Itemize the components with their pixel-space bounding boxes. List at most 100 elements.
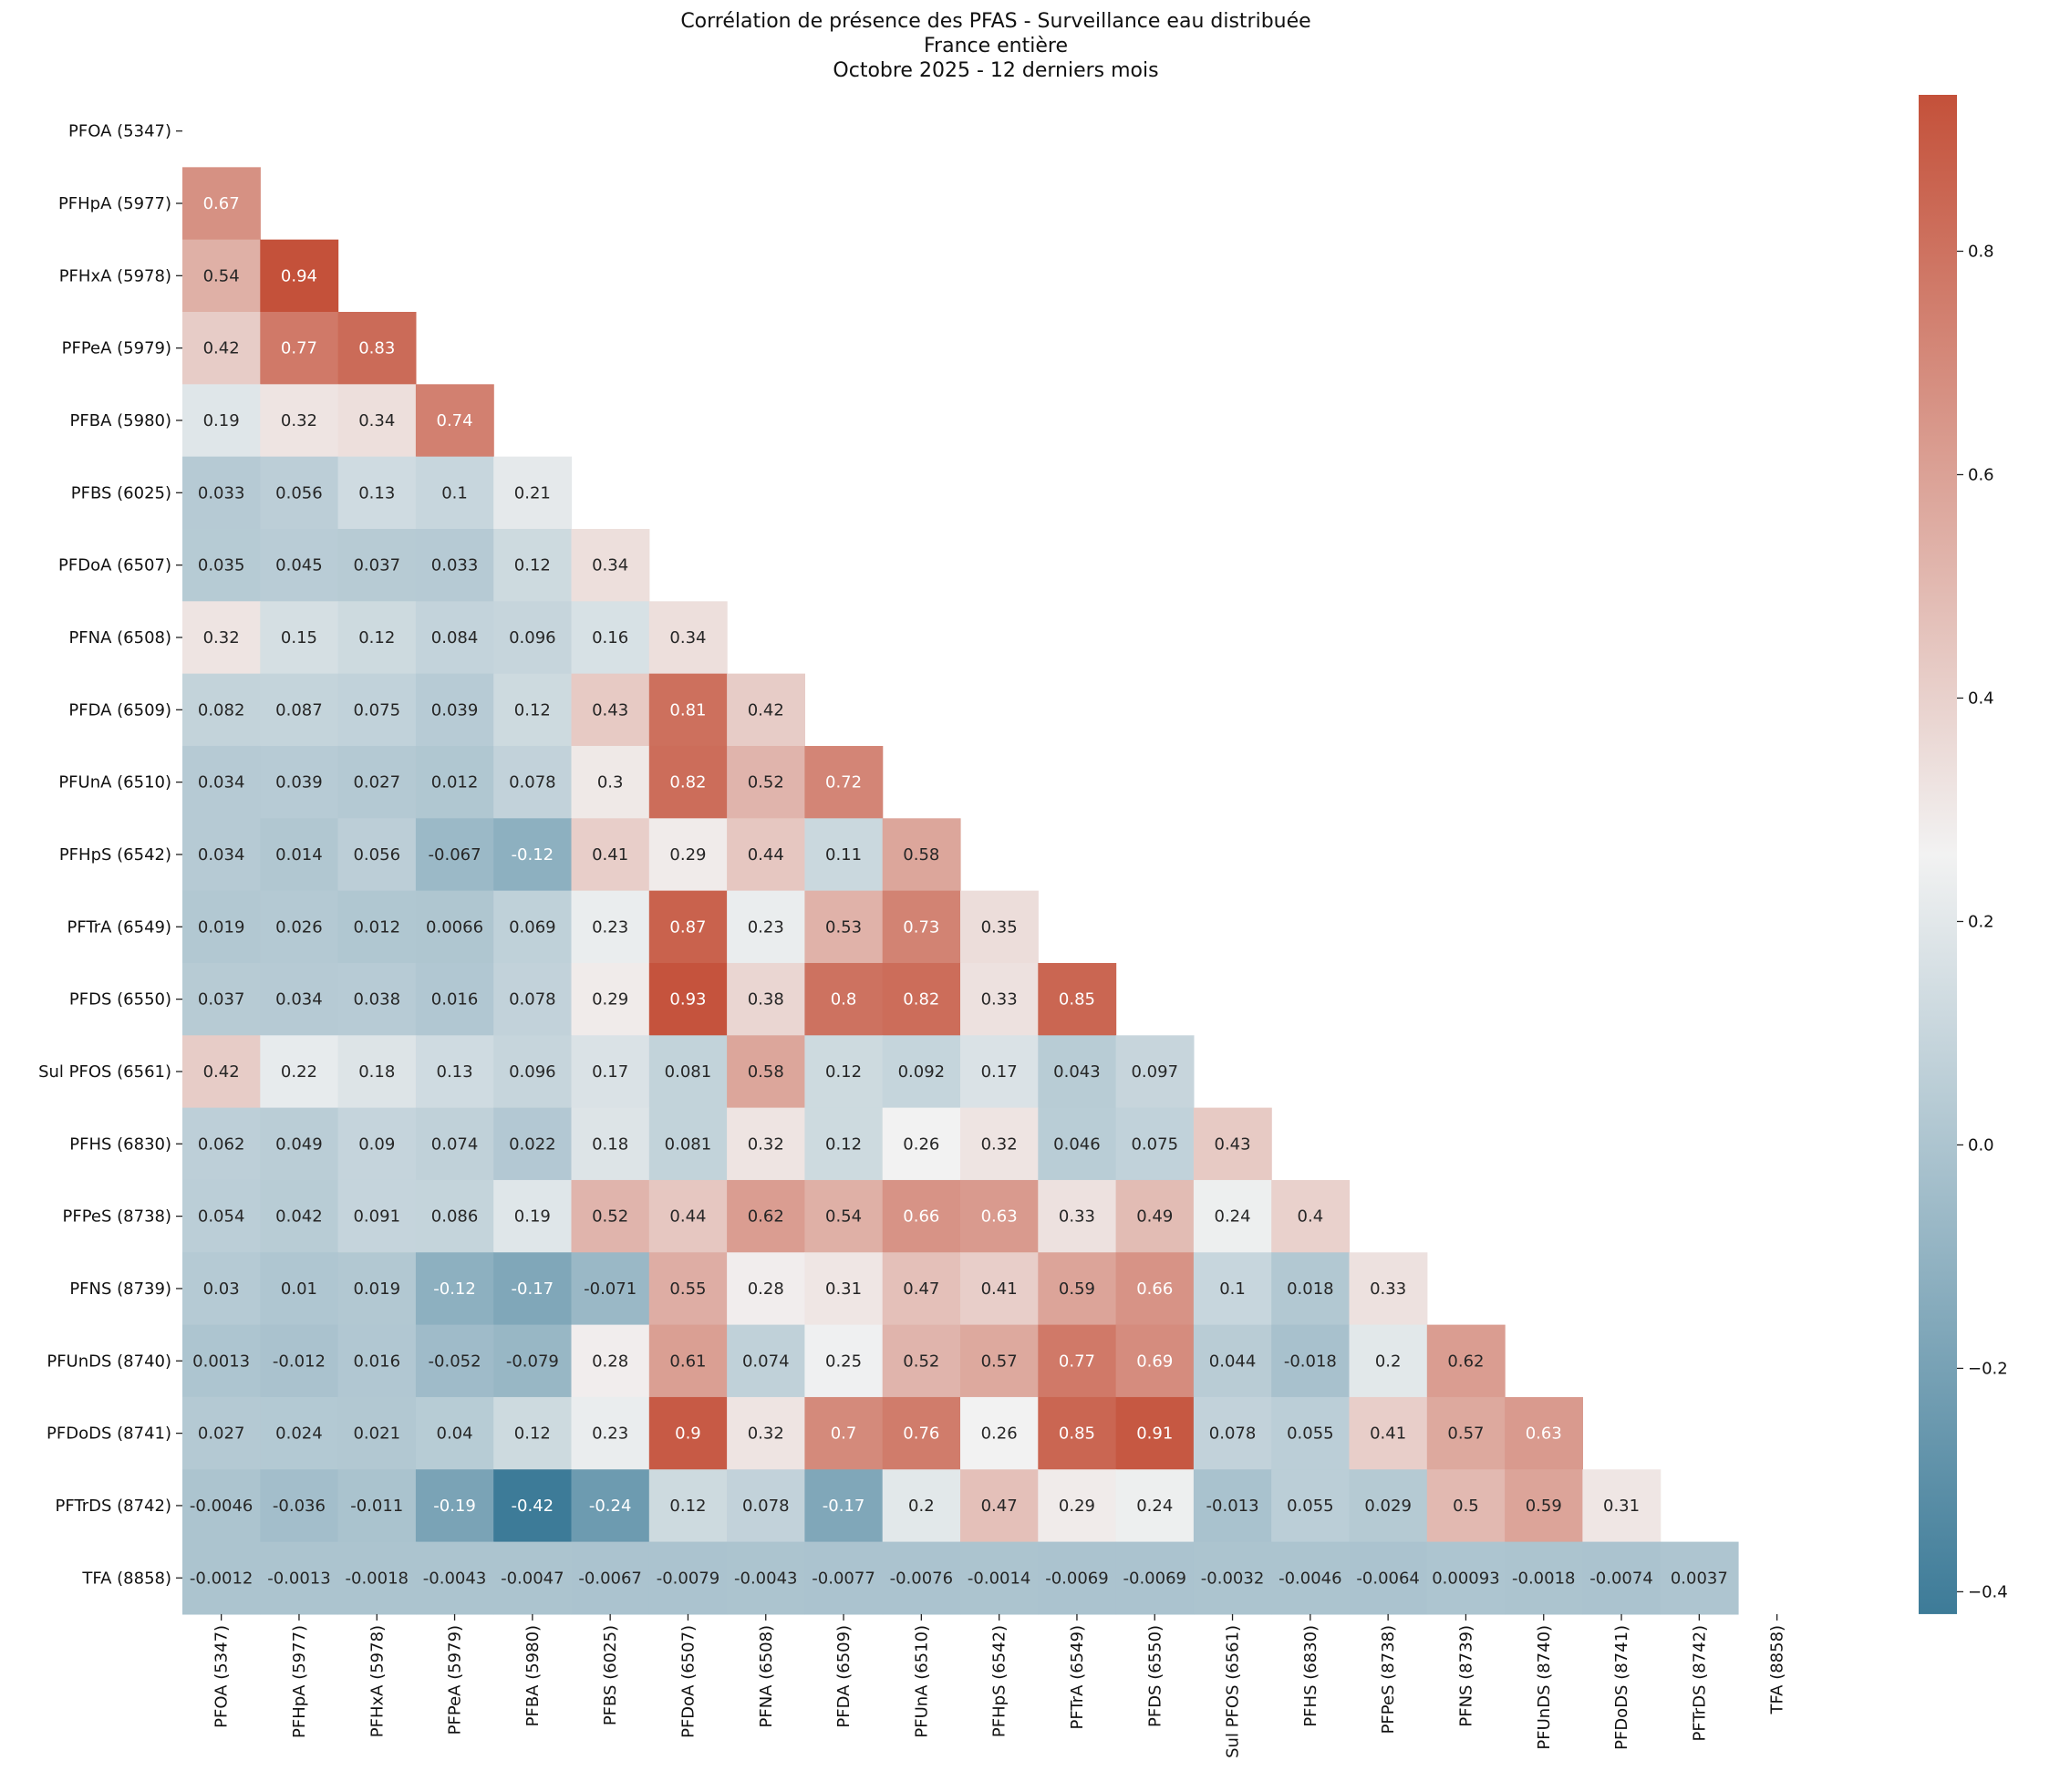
cell-value-label: 0.029 [1364,1497,1412,1516]
heatmap-cell [804,1252,884,1326]
heatmap-cell [493,1035,573,1109]
heatmap-cell [571,1179,650,1253]
heatmap-cell [571,1541,650,1615]
heatmap-cell [182,745,261,819]
heatmap-cell [1271,1469,1351,1543]
heatmap-cell [571,1396,650,1470]
heatmap-cell [260,384,339,458]
cell-value-label: 0.022 [509,1134,556,1154]
heatmap-cell [337,962,417,1036]
cell-value-label: 0.57 [1447,1424,1484,1444]
cell-value-label: 0.042 [275,1207,323,1227]
heatmap-cell [1271,1324,1351,1398]
cell-value-label: 0.075 [1131,1134,1178,1154]
heatmap-cell [260,311,339,385]
cell-value-label: 0.045 [275,556,323,575]
cell-value-label: 0.87 [669,917,706,937]
cell-value-label: 0.63 [981,1207,1018,1227]
heatmap-cell [337,1179,417,1253]
cell-value-label: 0.58 [748,1062,784,1082]
heatmap-cell [260,456,339,530]
heatmap-cell [804,1179,884,1253]
heatmap-cell [182,1541,261,1615]
x-tick-label: PFNS (8739) [1456,1625,1475,1727]
heatmap-cell [1193,1469,1272,1543]
cell-value-label: 0.76 [903,1424,939,1444]
title-line-2: France entière [924,35,1068,57]
heatmap-cell [493,890,573,964]
heatmap-cell [960,1107,1039,1181]
y-tick-label: PFHS (6830) [69,1134,171,1154]
heatmap-cell [882,890,961,964]
heatmap-cell [182,311,261,385]
x-tick-label: PFUnA (6510) [912,1625,931,1738]
heatmap-cell [415,1469,494,1543]
cell-value-label: -0.0079 [657,1569,719,1588]
cell-value-label: 0.94 [281,266,317,285]
heatmap-cell [337,384,417,458]
heatmap-cell [571,1035,650,1109]
heatmap-cell [1193,1252,1272,1326]
heatmap-cell [1038,1107,1117,1181]
heatmap-cell [493,1469,573,1543]
cell-value-label: 0.82 [669,773,706,792]
heatmap-cell [1115,1252,1195,1326]
cell-value-label: 0.046 [1053,1134,1101,1154]
cell-value-label: 0.55 [669,1279,706,1299]
heatmap-cell [1505,1469,1583,1543]
heatmap-cell [571,1324,650,1398]
heatmap-cell [182,1396,261,1470]
cell-value-label: -0.0069 [1123,1569,1186,1588]
heatmap-cell [648,1107,728,1181]
heatmap-cell [1038,962,1117,1036]
cell-value-label: 0.52 [748,773,784,792]
cell-value-label: 0.021 [353,1424,400,1444]
y-tick-label: PFDoDS (8741) [47,1424,171,1444]
cell-value-label: 0.2 [908,1497,935,1516]
cell-value-label: 0.075 [353,700,400,720]
heatmap-cell [415,1252,494,1326]
x-tick-label: PFBA (5980) [523,1625,543,1726]
cell-value-label: 0.024 [275,1424,323,1444]
heatmap-cell [648,1396,728,1470]
cell-value-label: -0.0064 [1356,1569,1419,1588]
cell-value-label: -0.0018 [346,1569,409,1588]
y-tick-label: PFDS (6550) [69,990,171,1010]
cell-value-label: 0.42 [203,1062,240,1082]
y-tick-label: PFHpS (6542) [59,845,171,865]
heatmap-cell [571,601,650,675]
heatmap-cell [493,456,573,530]
heatmap-cell [182,167,261,241]
heatmap-cell [415,601,494,675]
cell-value-label: 0.57 [981,1352,1018,1371]
heatmap-cell [727,1252,805,1326]
cell-value-label: 0.039 [431,700,479,720]
heatmap-cell [571,962,650,1036]
heatmap-cell [1115,1396,1195,1470]
cell-value-label: 0.3 [597,773,624,792]
heatmap-cell [1038,1252,1117,1326]
cell-value-label: 0.018 [1287,1279,1334,1299]
cell-value-label: 0.17 [981,1062,1018,1082]
heatmap-cell [648,1179,728,1253]
x-tick-label: PFHS (6830) [1301,1625,1320,1727]
cell-value-label: 0.66 [1136,1279,1173,1299]
cell-value-label: 0.09 [358,1134,395,1154]
cell-value-label: 0.32 [748,1134,784,1154]
x-tick-label: TFA (8858) [1768,1625,1787,1715]
cell-value-label: 0.037 [353,556,400,575]
cell-value-label: 0.7 [831,1424,857,1444]
heatmap-cell [415,1107,494,1181]
heatmap-cell [1426,1324,1506,1398]
heatmap-cell [882,1107,961,1181]
heatmap-cell [882,1324,961,1398]
cell-value-label: 0.069 [509,917,556,937]
heatmap-cell [727,1179,805,1253]
heatmap-cell [415,384,494,458]
heatmap-cell [260,1035,339,1109]
heatmap-cell [882,1179,961,1253]
cell-value-label: 0.2 [1375,1352,1402,1371]
cell-value-label: 0.41 [1370,1424,1406,1444]
heatmap-cell [960,1469,1039,1543]
cell-value-label: 0.12 [358,628,395,647]
